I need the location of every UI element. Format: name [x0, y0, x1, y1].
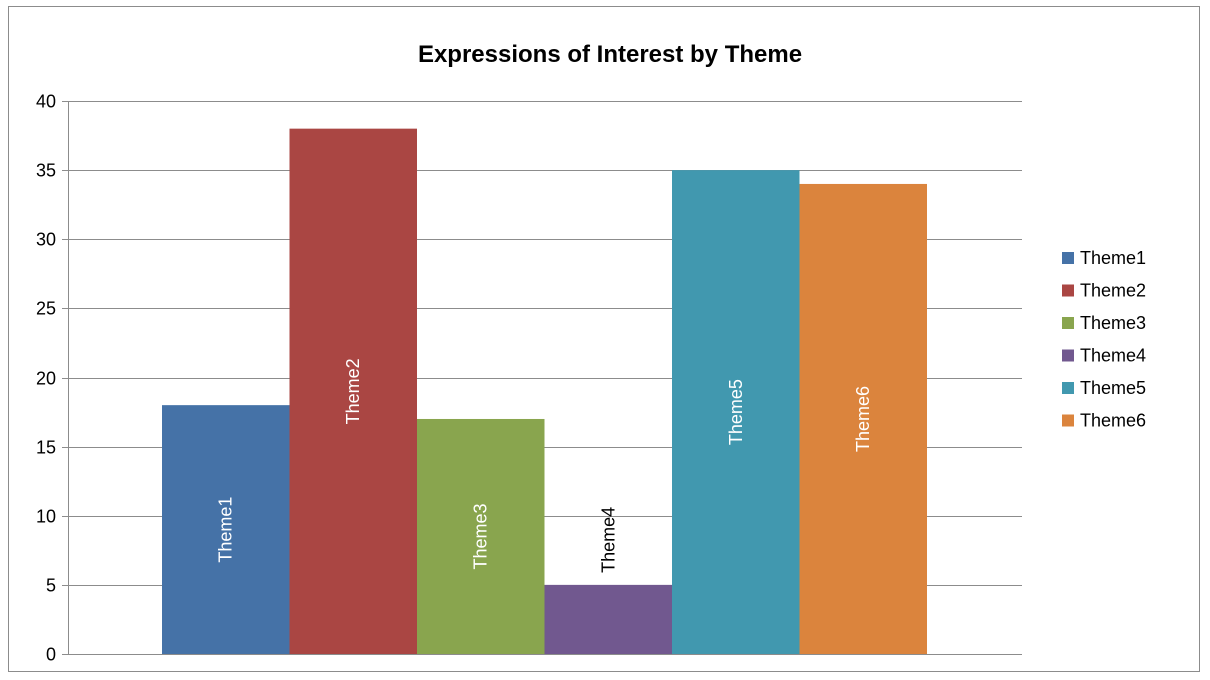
- legend-swatch: [1062, 415, 1074, 427]
- legend-swatch: [1062, 252, 1074, 264]
- legend: Theme1 Theme2 Theme3 Theme4 Theme5 Theme6: [1062, 248, 1146, 431]
- legend-swatch: [1062, 350, 1074, 362]
- legend-label: Theme4: [1080, 346, 1146, 366]
- y-tick-label: 10: [36, 507, 56, 527]
- legend-swatch: [1062, 317, 1074, 329]
- legend-label: Theme5: [1080, 378, 1146, 398]
- y-tick-label: 25: [36, 299, 56, 319]
- bar-theme4: [545, 585, 673, 654]
- legend-label: Theme3: [1080, 313, 1146, 333]
- bar-data-label: Theme1: [216, 497, 236, 563]
- bar-data-label: Theme6: [853, 386, 873, 452]
- y-tick-label: 0: [46, 645, 56, 665]
- y-tick-label: 35: [36, 161, 56, 181]
- y-tick-label: 5: [46, 576, 56, 596]
- bar-data-label: Theme4: [598, 507, 618, 573]
- legend-swatch: [1062, 285, 1074, 297]
- legend-label: Theme6: [1080, 411, 1146, 431]
- legend-label: Theme1: [1080, 248, 1146, 268]
- y-tick-label: 15: [36, 438, 56, 458]
- y-tick-label: 30: [36, 230, 56, 250]
- bars: Theme1 Theme2 Theme3 Theme4 Theme5 Theme6: [162, 129, 927, 654]
- bar-data-label: Theme2: [343, 358, 363, 424]
- y-tick-label: 20: [36, 369, 56, 389]
- y-axis: 0 5 10 15 20 25 30 35 40: [36, 92, 69, 665]
- bar-data-label: Theme5: [726, 379, 746, 445]
- chart-title: Expressions of Interest by Theme: [418, 41, 802, 68]
- legend-swatch: [1062, 382, 1074, 394]
- y-tick-label: 40: [36, 92, 56, 112]
- legend-label: Theme2: [1080, 281, 1146, 301]
- bar-data-label: Theme3: [471, 503, 491, 569]
